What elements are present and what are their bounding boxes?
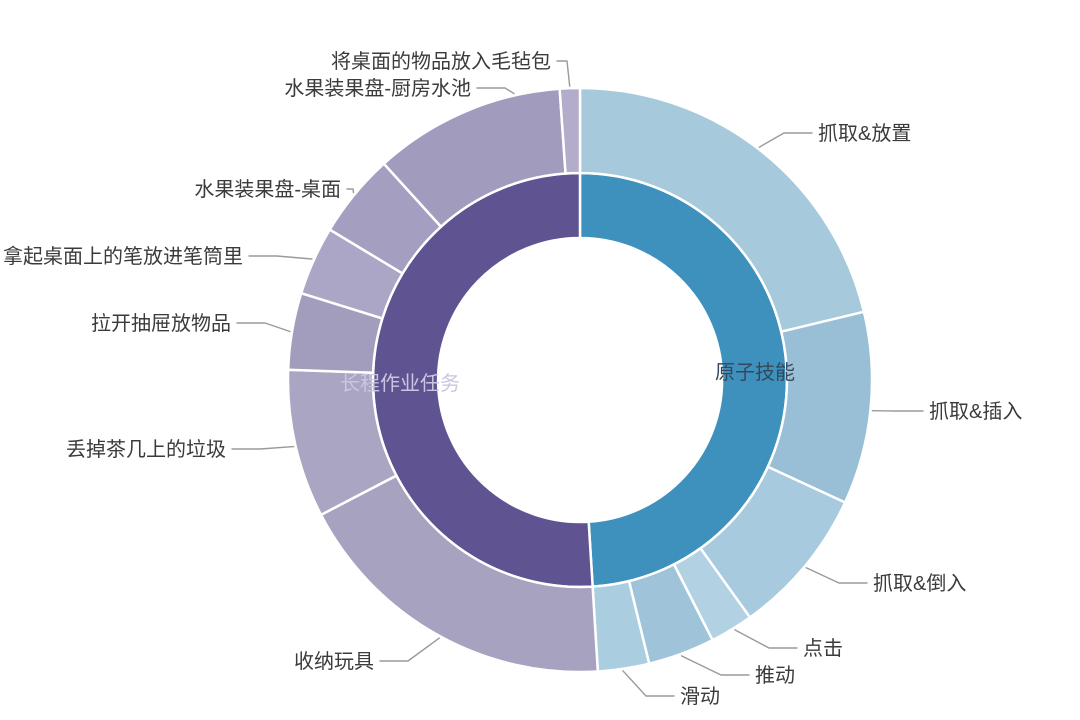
segment-label-滑动: 滑动 xyxy=(680,685,720,708)
segment-label-收纳玩具: 收纳玩具 xyxy=(294,650,374,673)
leader-line-抓取&放置 xyxy=(758,132,813,148)
ring-label-原子技能: 原子技能 xyxy=(715,361,795,384)
leader-line-拉开抽屉放物品 xyxy=(236,322,291,333)
leader-line-拿起桌面上的笔放进笔筒里 xyxy=(248,255,313,260)
leader-line-将桌面的物品放入毛毡包 xyxy=(556,60,571,87)
ring-label-长程作业任务: 长程作业任务 xyxy=(340,372,460,395)
leader-line-滑动 xyxy=(622,670,675,697)
leader-line-抓取&倒入 xyxy=(805,567,868,584)
leader-line-点击 xyxy=(734,629,798,649)
segment-label-拿起桌面上的笔放进笔筒里: 拿起桌面上的笔放进笔筒里 xyxy=(3,244,243,268)
segment-label-点击: 点击 xyxy=(803,637,843,660)
segment-label-丢掉茶几上的垃圾: 丢掉茶几上的垃圾 xyxy=(66,438,226,461)
segment-label-水果装果盘-厨房水池: 水果装果盘-厨房水池 xyxy=(284,77,471,100)
leader-line-收纳玩具 xyxy=(379,637,440,662)
segment-label-抓取&插入: 抓取&插入 xyxy=(929,400,1022,423)
segment-label-抓取&放置: 抓取&放置 xyxy=(818,122,911,145)
segment-label-将桌面的物品放入毛毡包: 将桌面的物品放入毛毡包 xyxy=(331,50,551,73)
segment-label-水果装果盘-桌面: 水果装果盘-桌面 xyxy=(194,178,341,201)
leader-line-水果装果盘-厨房水池 xyxy=(476,87,515,95)
segment-label-拉开抽屉放物品: 拉开抽屉放物品 xyxy=(91,312,231,335)
outer-segment-将桌面的物品放入毛毡包[interactable] xyxy=(558,86,582,175)
leader-line-推动 xyxy=(680,655,750,676)
leader-line-水果装果盘-桌面 xyxy=(346,188,355,194)
segment-label-抓取&倒入: 抓取&倒入 xyxy=(873,572,966,595)
leader-line-丢掉茶几上的垃圾 xyxy=(231,445,295,450)
segment-label-推动: 推动 xyxy=(755,664,795,687)
